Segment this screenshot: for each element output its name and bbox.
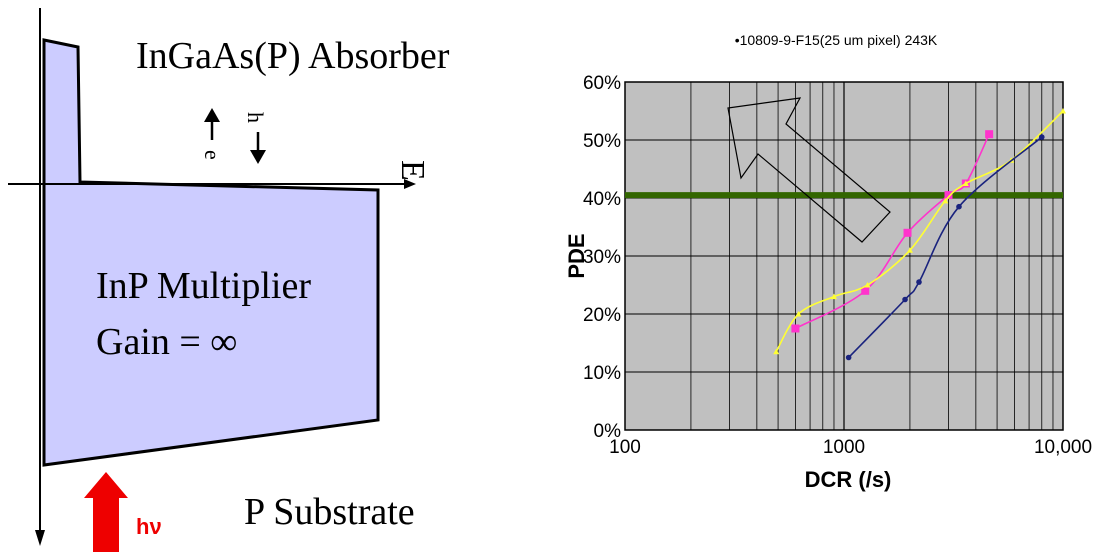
hole-arrowhead <box>250 150 266 164</box>
field-label: E <box>394 160 431 181</box>
data-point <box>861 286 870 295</box>
band-profile <box>42 38 380 467</box>
data-point <box>773 348 780 355</box>
data-point <box>985 130 994 139</box>
y-axis-title: PDE <box>564 233 589 278</box>
series-layer <box>773 108 1066 361</box>
vertical-axis-arrowhead <box>35 530 45 546</box>
data-point <box>962 180 969 186</box>
data-point <box>791 324 800 333</box>
y-tick-label: 30% <box>583 247 621 268</box>
multiplier-label-line1: InP Multiplier <box>96 265 311 307</box>
absorber-label: InGaAs(P) Absorber <box>136 35 450 77</box>
data-point <box>1060 108 1066 114</box>
electron-arrowhead <box>204 108 220 122</box>
x-tick-label: 100 <box>609 437 641 458</box>
data-point <box>942 197 949 204</box>
y-tick-label: 50% <box>583 131 621 152</box>
electron-label: e <box>200 150 225 160</box>
grid-lines <box>625 82 1063 430</box>
data-point <box>916 279 922 285</box>
x-tick-label: 1000 <box>823 437 865 458</box>
hollow-arrow-annotation <box>727 97 891 243</box>
multiplier-label-line2: Gain = ∞ <box>96 321 237 363</box>
y-tick-label: 10% <box>583 363 621 384</box>
photon-arrow-icon <box>84 472 128 552</box>
substrate-label: P Substrate <box>244 491 415 533</box>
series-line <box>848 136 1043 359</box>
data-point <box>845 354 852 361</box>
field-axis-arrowhead <box>404 179 416 189</box>
data-point <box>956 203 962 210</box>
hole-label: h <box>243 112 268 123</box>
pde-chart: •10809-9-F15(25 um pixel) 243K 0% 10% 20% 3… <box>564 32 1092 492</box>
y-tick-label: 20% <box>583 305 621 326</box>
axis-labels: 0% 10% 20% 30% 40% 50% 60% 100 1000 10,000 <box>583 73 1092 458</box>
x-axis-title: DCR (/s) <box>805 467 892 492</box>
data-point <box>906 247 913 253</box>
data-point <box>944 191 953 200</box>
x-tick-label: 10,000 <box>1034 437 1092 458</box>
data-point <box>1038 134 1045 140</box>
data-point <box>864 282 871 288</box>
chart-title: •10809-9-F15(25 um pixel) 243K <box>735 32 938 48</box>
photon-label: hν <box>136 514 162 539</box>
y-tick-label: 40% <box>583 189 621 210</box>
data-point <box>830 293 837 300</box>
band-diagram: InGaAs(P) Absorber InP Multiplier Gain =… <box>8 8 450 552</box>
y-tick-label: 0% <box>594 421 622 442</box>
y-tick-label: 60% <box>583 73 621 94</box>
data-point <box>902 296 908 303</box>
data-point <box>903 228 912 237</box>
data-point <box>795 311 802 317</box>
